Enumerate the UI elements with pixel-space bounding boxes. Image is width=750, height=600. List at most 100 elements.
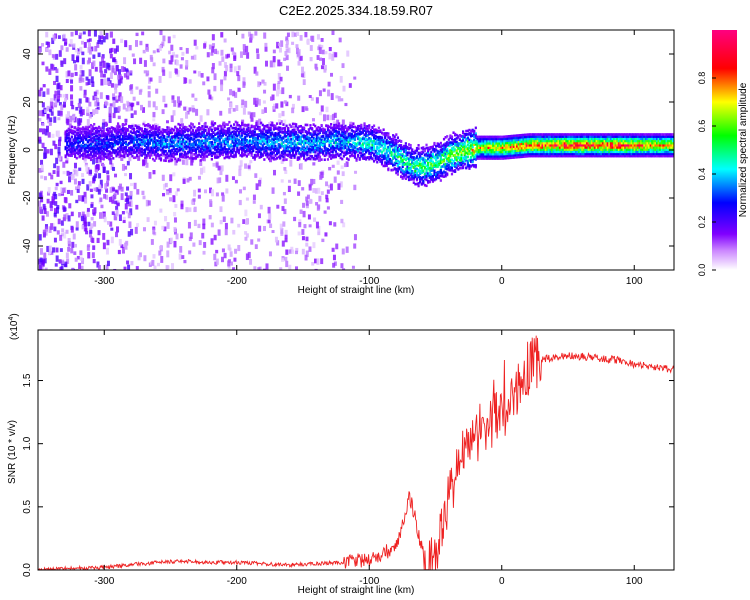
signal-cell [306, 132, 309, 136]
signal-cell [419, 172, 422, 176]
noise-speckle [95, 169, 99, 173]
signal-cell [399, 153, 403, 156]
signal-cell [396, 146, 400, 150]
signal-cell [266, 146, 269, 150]
signal-cell [101, 132, 104, 135]
signal-cell [377, 126, 380, 130]
signal-cell [118, 141, 121, 144]
signal-cell [201, 144, 204, 147]
signal-cell [347, 135, 350, 139]
signal-cell [228, 129, 231, 132]
noise-speckle [101, 54, 105, 59]
signal-cell [309, 148, 312, 151]
noise-speckle [68, 203, 72, 209]
signal-cell [99, 146, 102, 150]
noise-speckle [100, 126, 104, 133]
noise-speckle [328, 46, 332, 52]
signal-cell [198, 131, 201, 135]
signal-cell [385, 133, 388, 137]
signal-cell [260, 154, 263, 157]
signal-cell [280, 139, 283, 142]
signal-cell [183, 153, 186, 156]
signal-cell [414, 168, 417, 171]
noise-speckle [129, 70, 133, 74]
signal-cell [431, 145, 434, 149]
noise-speckle [92, 258, 96, 264]
noise-speckle [320, 258, 324, 265]
noise-speckle [321, 49, 325, 55]
signal-cell [163, 159, 166, 162]
noise-speckle [262, 225, 266, 232]
signal-cell [341, 147, 344, 150]
signal-cell [209, 133, 212, 136]
signal-cell [318, 145, 322, 148]
noise-speckle [42, 229, 46, 234]
signal-cell [295, 146, 298, 150]
signal-cell [345, 152, 349, 155]
signal-cell [131, 124, 134, 128]
signal-cell [260, 152, 263, 155]
noise-speckle [304, 254, 308, 261]
signal-cell [285, 131, 288, 134]
signal-cell [101, 152, 104, 156]
signal-cell [398, 162, 401, 166]
signal-cell [406, 161, 409, 165]
signal-cell [288, 153, 291, 156]
signal-cell [180, 155, 183, 158]
signal-cell [344, 138, 347, 142]
signal-cell [204, 139, 207, 142]
signal-cell [93, 149, 96, 152]
signal-cell [380, 161, 384, 164]
noise-speckle [58, 136, 62, 142]
signal-cell [368, 124, 371, 127]
signal-cell [105, 135, 109, 138]
signal-cell [136, 140, 139, 143]
signal-cell [218, 132, 221, 136]
signal-cell [172, 139, 175, 143]
noise-speckle [138, 89, 142, 95]
signal-cell [333, 154, 336, 157]
signal-cell [256, 125, 260, 129]
signal-cell [99, 134, 102, 137]
signal-cell [91, 125, 94, 128]
signal-cell [317, 139, 320, 142]
signal-cell [377, 138, 380, 142]
noise-speckle [264, 42, 268, 47]
signal-cell [213, 122, 217, 125]
noise-speckle [67, 70, 71, 77]
noise-speckle [86, 119, 90, 126]
noise-speckle [130, 261, 134, 266]
noise-speckle [73, 162, 77, 169]
noise-speckle [202, 223, 206, 230]
signal-cell [258, 146, 261, 149]
noise-speckle [271, 187, 275, 194]
signal-cell [322, 141, 325, 145]
signal-cell [175, 147, 178, 151]
signal-cell [355, 157, 358, 161]
signal-cell [409, 173, 412, 177]
signal-cell [201, 127, 204, 131]
signal-cell [155, 148, 158, 151]
noise-speckle [305, 204, 309, 209]
signal-cell [314, 154, 317, 158]
signal-cell [204, 152, 207, 155]
signal-cell [199, 159, 202, 162]
signal-cell [104, 141, 107, 145]
noise-speckle [105, 32, 109, 40]
signal-cell [280, 127, 283, 130]
signal-cell [218, 154, 221, 157]
noise-speckle [81, 178, 85, 185]
signal-cell [360, 154, 363, 158]
signal-cell [380, 159, 384, 162]
noise-speckle [305, 236, 309, 242]
noise-speckle [130, 113, 134, 119]
signal-cell [312, 123, 315, 126]
signal-cell [247, 123, 250, 127]
signal-cell [433, 156, 436, 160]
signal-cell [228, 133, 231, 137]
signal-cell [277, 148, 280, 152]
signal-cell [229, 137, 233, 141]
noise-speckle [224, 229, 228, 236]
signal-cell [404, 148, 407, 152]
signal-cell [434, 172, 438, 176]
